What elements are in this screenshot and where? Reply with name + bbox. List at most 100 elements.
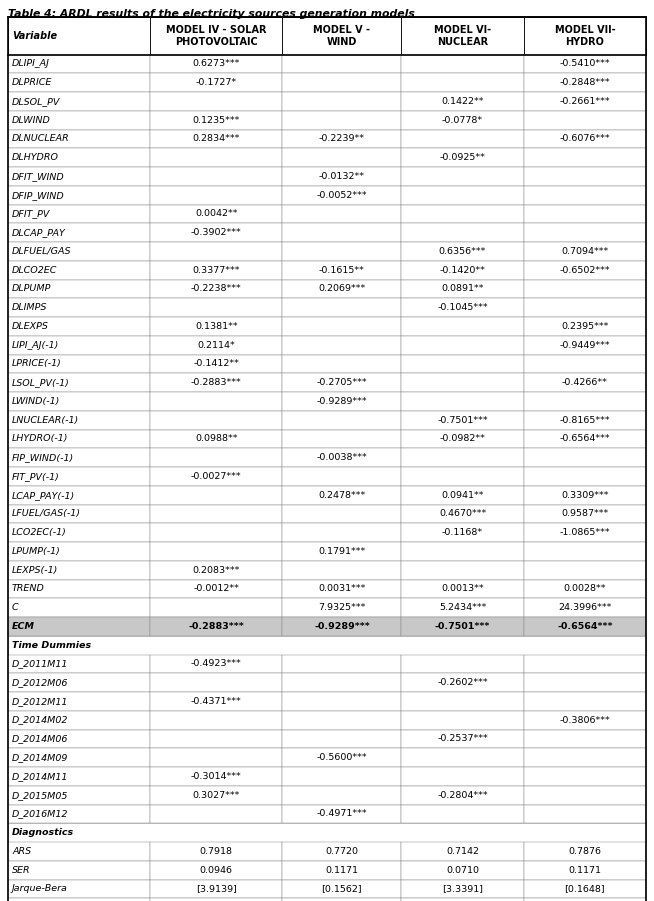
Text: -0.0012**: -0.0012** [194,585,239,594]
Bar [402,486,524,505]
Bar [150,373,283,392]
Text: -0.2883***: -0.2883*** [191,378,241,387]
Text: -0.2238***: -0.2238*** [191,285,241,294]
Text: 0.7876: 0.7876 [568,847,601,856]
Bar [402,467,524,486]
Bar [150,260,283,279]
Text: LPUMP(-1): LPUMP(-1) [12,547,61,556]
Text: -0.2602***: -0.2602*** [438,678,488,687]
Text: -1.0865***: -1.0865*** [560,528,610,537]
Text: D_2014M06: D_2014M06 [12,734,69,743]
Bar [283,223,402,242]
Text: Table 4: ARDL results of the electricity sources generation models: Table 4: ARDL results of the electricity… [8,9,415,19]
Bar [8,542,150,560]
Text: D_2014M02: D_2014M02 [12,715,69,724]
Bar [283,505,402,523]
Text: 0.0891**: 0.0891** [441,285,484,294]
Bar [402,279,524,298]
Bar [402,842,524,860]
Bar [524,654,646,673]
Bar [524,523,646,542]
Bar [8,54,150,73]
Bar [524,467,646,486]
Bar [283,692,402,711]
Bar [150,598,283,617]
Text: -0.0132**: -0.0132** [319,172,365,181]
Bar [150,430,283,449]
Bar [283,111,402,130]
Bar [402,54,524,73]
Text: 0.1171: 0.1171 [326,866,358,875]
Text: ECM: ECM [12,622,35,631]
Text: -0.1168*: -0.1168* [442,528,483,537]
Bar [524,711,646,730]
Text: 0.6273***: 0.6273*** [192,59,240,68]
Bar [524,17,646,54]
Bar [8,636,646,654]
Bar [524,223,646,242]
Bar [524,317,646,336]
Bar [402,598,524,617]
Text: MODEL VII-
HYDRO: MODEL VII- HYDRO [555,25,615,47]
Bar [8,654,150,673]
Bar [8,260,150,279]
Text: -0.1727*: -0.1727* [196,78,237,87]
Text: -0.5600***: -0.5600*** [317,753,367,762]
Bar [150,748,283,767]
Text: LNUCLEAR(-1): LNUCLEAR(-1) [12,415,79,424]
Text: 0.1381**: 0.1381** [195,322,237,331]
Text: 0.2083***: 0.2083*** [192,566,240,575]
Bar [402,205,524,223]
Bar [524,805,646,824]
Bar [150,523,283,542]
Bar [283,205,402,223]
Text: D_2014M09: D_2014M09 [12,753,69,762]
Bar [8,430,150,449]
Bar [524,505,646,523]
Bar [150,786,283,805]
Bar [283,298,402,317]
Text: FIP_WIND(-1): FIP_WIND(-1) [12,453,75,462]
Bar [8,167,150,186]
Bar [150,279,283,298]
Text: LIPI_AJ(-1): LIPI_AJ(-1) [12,341,60,350]
Text: 0.9587***: 0.9587*** [561,509,608,518]
Text: 0.2478***: 0.2478*** [318,491,366,500]
Text: -0.4971***: -0.4971*** [317,809,367,818]
Text: DFIT_PV: DFIT_PV [12,209,50,218]
Text: [3.3391]: [3.3391] [442,885,483,894]
Text: D_2015M05: D_2015M05 [12,790,69,799]
Bar [150,805,283,824]
Text: -0.7501***: -0.7501*** [438,415,488,424]
Text: -0.4923***: -0.4923*** [191,660,241,669]
Bar [402,730,524,748]
Text: -0.0027***: -0.0027*** [191,472,241,481]
Bar [8,205,150,223]
Bar [283,748,402,767]
Bar [402,860,524,879]
Bar [402,673,524,692]
Bar [402,392,524,411]
Text: 0.2114*: 0.2114* [198,341,235,350]
Bar [150,560,283,579]
Bar [8,149,150,167]
Bar [283,17,402,54]
Text: LPRICE(-1): LPRICE(-1) [12,359,62,369]
Bar [8,298,150,317]
Text: 0.1422**: 0.1422** [441,97,484,106]
Text: DLCAP_PAY: DLCAP_PAY [12,228,66,237]
Bar [150,205,283,223]
Text: LFUEL/GAS(-1): LFUEL/GAS(-1) [12,509,81,518]
Bar [8,879,150,898]
Bar [402,298,524,317]
Bar [150,317,283,336]
Text: 0.3377***: 0.3377*** [192,266,240,275]
Text: MODEL V -
WIND: MODEL V - WIND [313,25,370,47]
Bar [8,411,150,430]
Bar [283,373,402,392]
Bar [150,392,283,411]
Bar [8,336,150,354]
Bar [8,860,150,879]
Text: D_2011M11: D_2011M11 [12,660,69,669]
Bar [283,879,402,898]
